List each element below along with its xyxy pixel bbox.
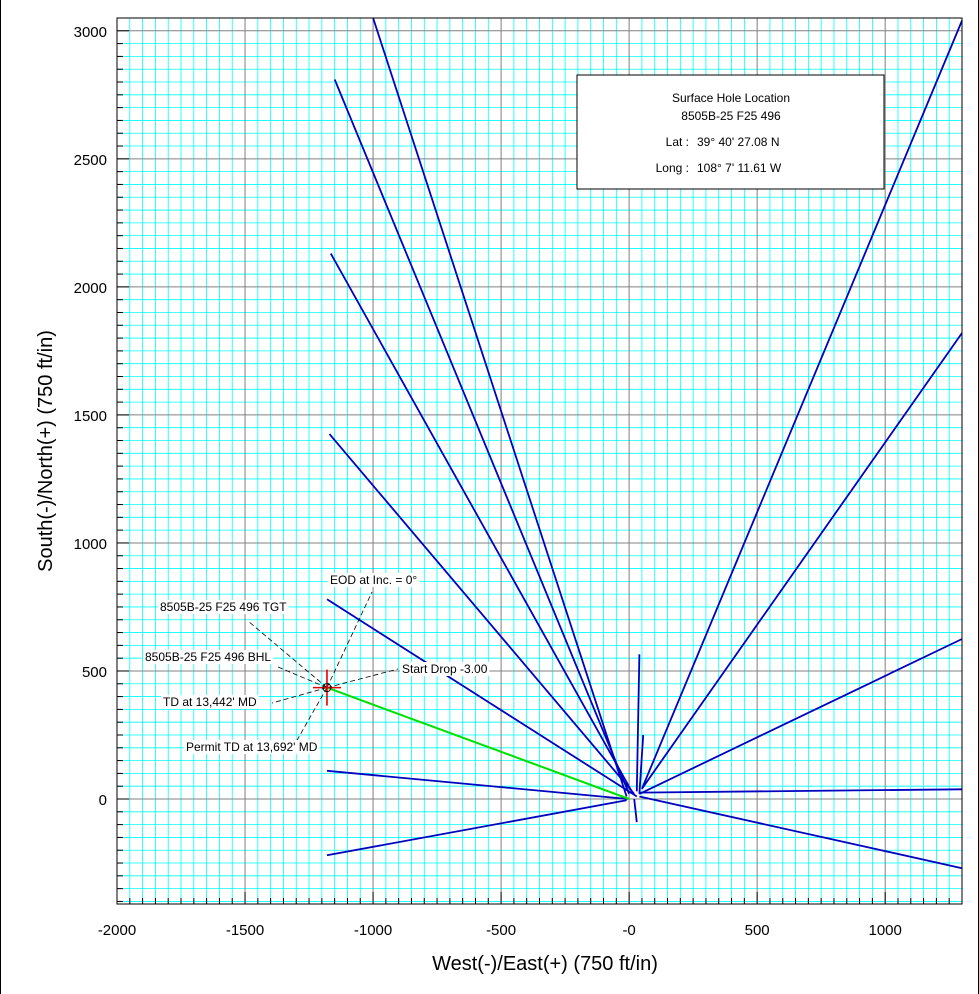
annotation-label-background (161, 695, 259, 709)
annotation-label-3: 8505B-25 F25 496 BHL (145, 650, 271, 664)
annotation-labels: EOD at Inc. = 0° 8505B-25 F25 496 TGT 8505… (143, 573, 490, 754)
offset-well-line-1 (372, 17, 628, 797)
offset-well-line-2 (333, 79, 630, 795)
annotation-label-background (143, 650, 274, 664)
offset-well-line-13 (639, 638, 963, 795)
annotation-label-1: EOD at Inc. = 0° (330, 573, 417, 587)
y-tick-label: 0 (99, 792, 107, 809)
x-tick-labels: -2000 -1500 -1000 -500 -0 500 1000 (98, 922, 902, 939)
annotation-label-background (158, 600, 289, 614)
x-tick-label: -1500 (226, 922, 264, 939)
annotation-leader-3 (277, 666, 328, 688)
target-circle (322, 683, 332, 693)
longitude-value: 108° 7' 11.61 W (697, 161, 782, 175)
x-tick-label: -0 (622, 922, 635, 939)
x-tick-label: 1000 (868, 922, 901, 939)
offset-well-line-14 (639, 788, 963, 794)
surface-hole-location-box: Surface Hole Location 8505B-25 F25 496 L… (576, 74, 885, 190)
y-axis-label: South(-)/North(+) (750 ft/in) (35, 330, 57, 572)
longitude-label: Long : (656, 161, 689, 175)
offset-well-line-10 (638, 734, 645, 794)
annotation-label-background (400, 662, 490, 676)
annotation-leader-6 (295, 687, 328, 743)
target-marker (312, 669, 341, 706)
offset-well-line-6 (326, 769, 628, 800)
minor-grid (117, 17, 963, 904)
location-box-title: Surface Hole Location (672, 91, 790, 105)
annotation-label-5: TD at 13,442' MD (163, 695, 257, 709)
x-tick-label: -500 (486, 922, 516, 939)
annotation-leaders (247, 591, 399, 743)
y-tick-label: 2000 (74, 280, 107, 297)
annotation-leader-4 (326, 668, 399, 689)
location-box-frame (576, 74, 885, 190)
offset-well-line-4 (328, 433, 635, 795)
offset-well-line-12 (641, 332, 963, 790)
annotation-label-background (328, 573, 420, 587)
offset-well-line-3 (330, 253, 633, 792)
y-tick-label: 1500 (74, 408, 107, 425)
offset-well-line-9 (635, 654, 641, 792)
y-tick-label: 3000 (74, 24, 107, 41)
latitude-value: 39° 40' 27.08 N (697, 135, 779, 149)
plot-area-border (116, 17, 963, 905)
x-tick-label: -2000 (98, 922, 136, 939)
offset-well-line-11 (641, 20, 963, 790)
y-tick-label: 1000 (74, 536, 107, 553)
x-axis-label: West(-)/East(+) (750 ft/in) (432, 953, 658, 975)
latitude-label: Lat : (666, 135, 689, 149)
x-tick-label: 500 (745, 922, 770, 939)
y-tick-label: 500 (82, 664, 107, 681)
annotation-label-6: Permit TD at 13,692' MD (186, 740, 318, 754)
y-tick-labels: 0 500 1000 1500 2000 2500 3000 (74, 24, 107, 809)
series-layer (326, 17, 963, 870)
plan-path-line (326, 686, 630, 800)
location-box-well-name: 8505B-25 F25 496 (681, 109, 781, 123)
offset-well-line-15 (639, 795, 963, 870)
offset-well-line-8 (633, 798, 638, 823)
annotation-leader-2 (247, 620, 328, 688)
offset-well-line-5 (326, 598, 638, 798)
offset-well-line-7 (326, 799, 627, 857)
annotation-leader-5 (271, 687, 328, 704)
annotation-label-2: 8505B-25 F25 496 TGT (160, 600, 287, 614)
annotation-label-4: Start Drop -3.00 (402, 662, 488, 676)
x-tick-label: -1000 (354, 922, 392, 939)
annotation-leader-1 (326, 591, 373, 688)
annotation-label-background (184, 740, 320, 754)
y-tick-label: 2500 (74, 152, 107, 169)
